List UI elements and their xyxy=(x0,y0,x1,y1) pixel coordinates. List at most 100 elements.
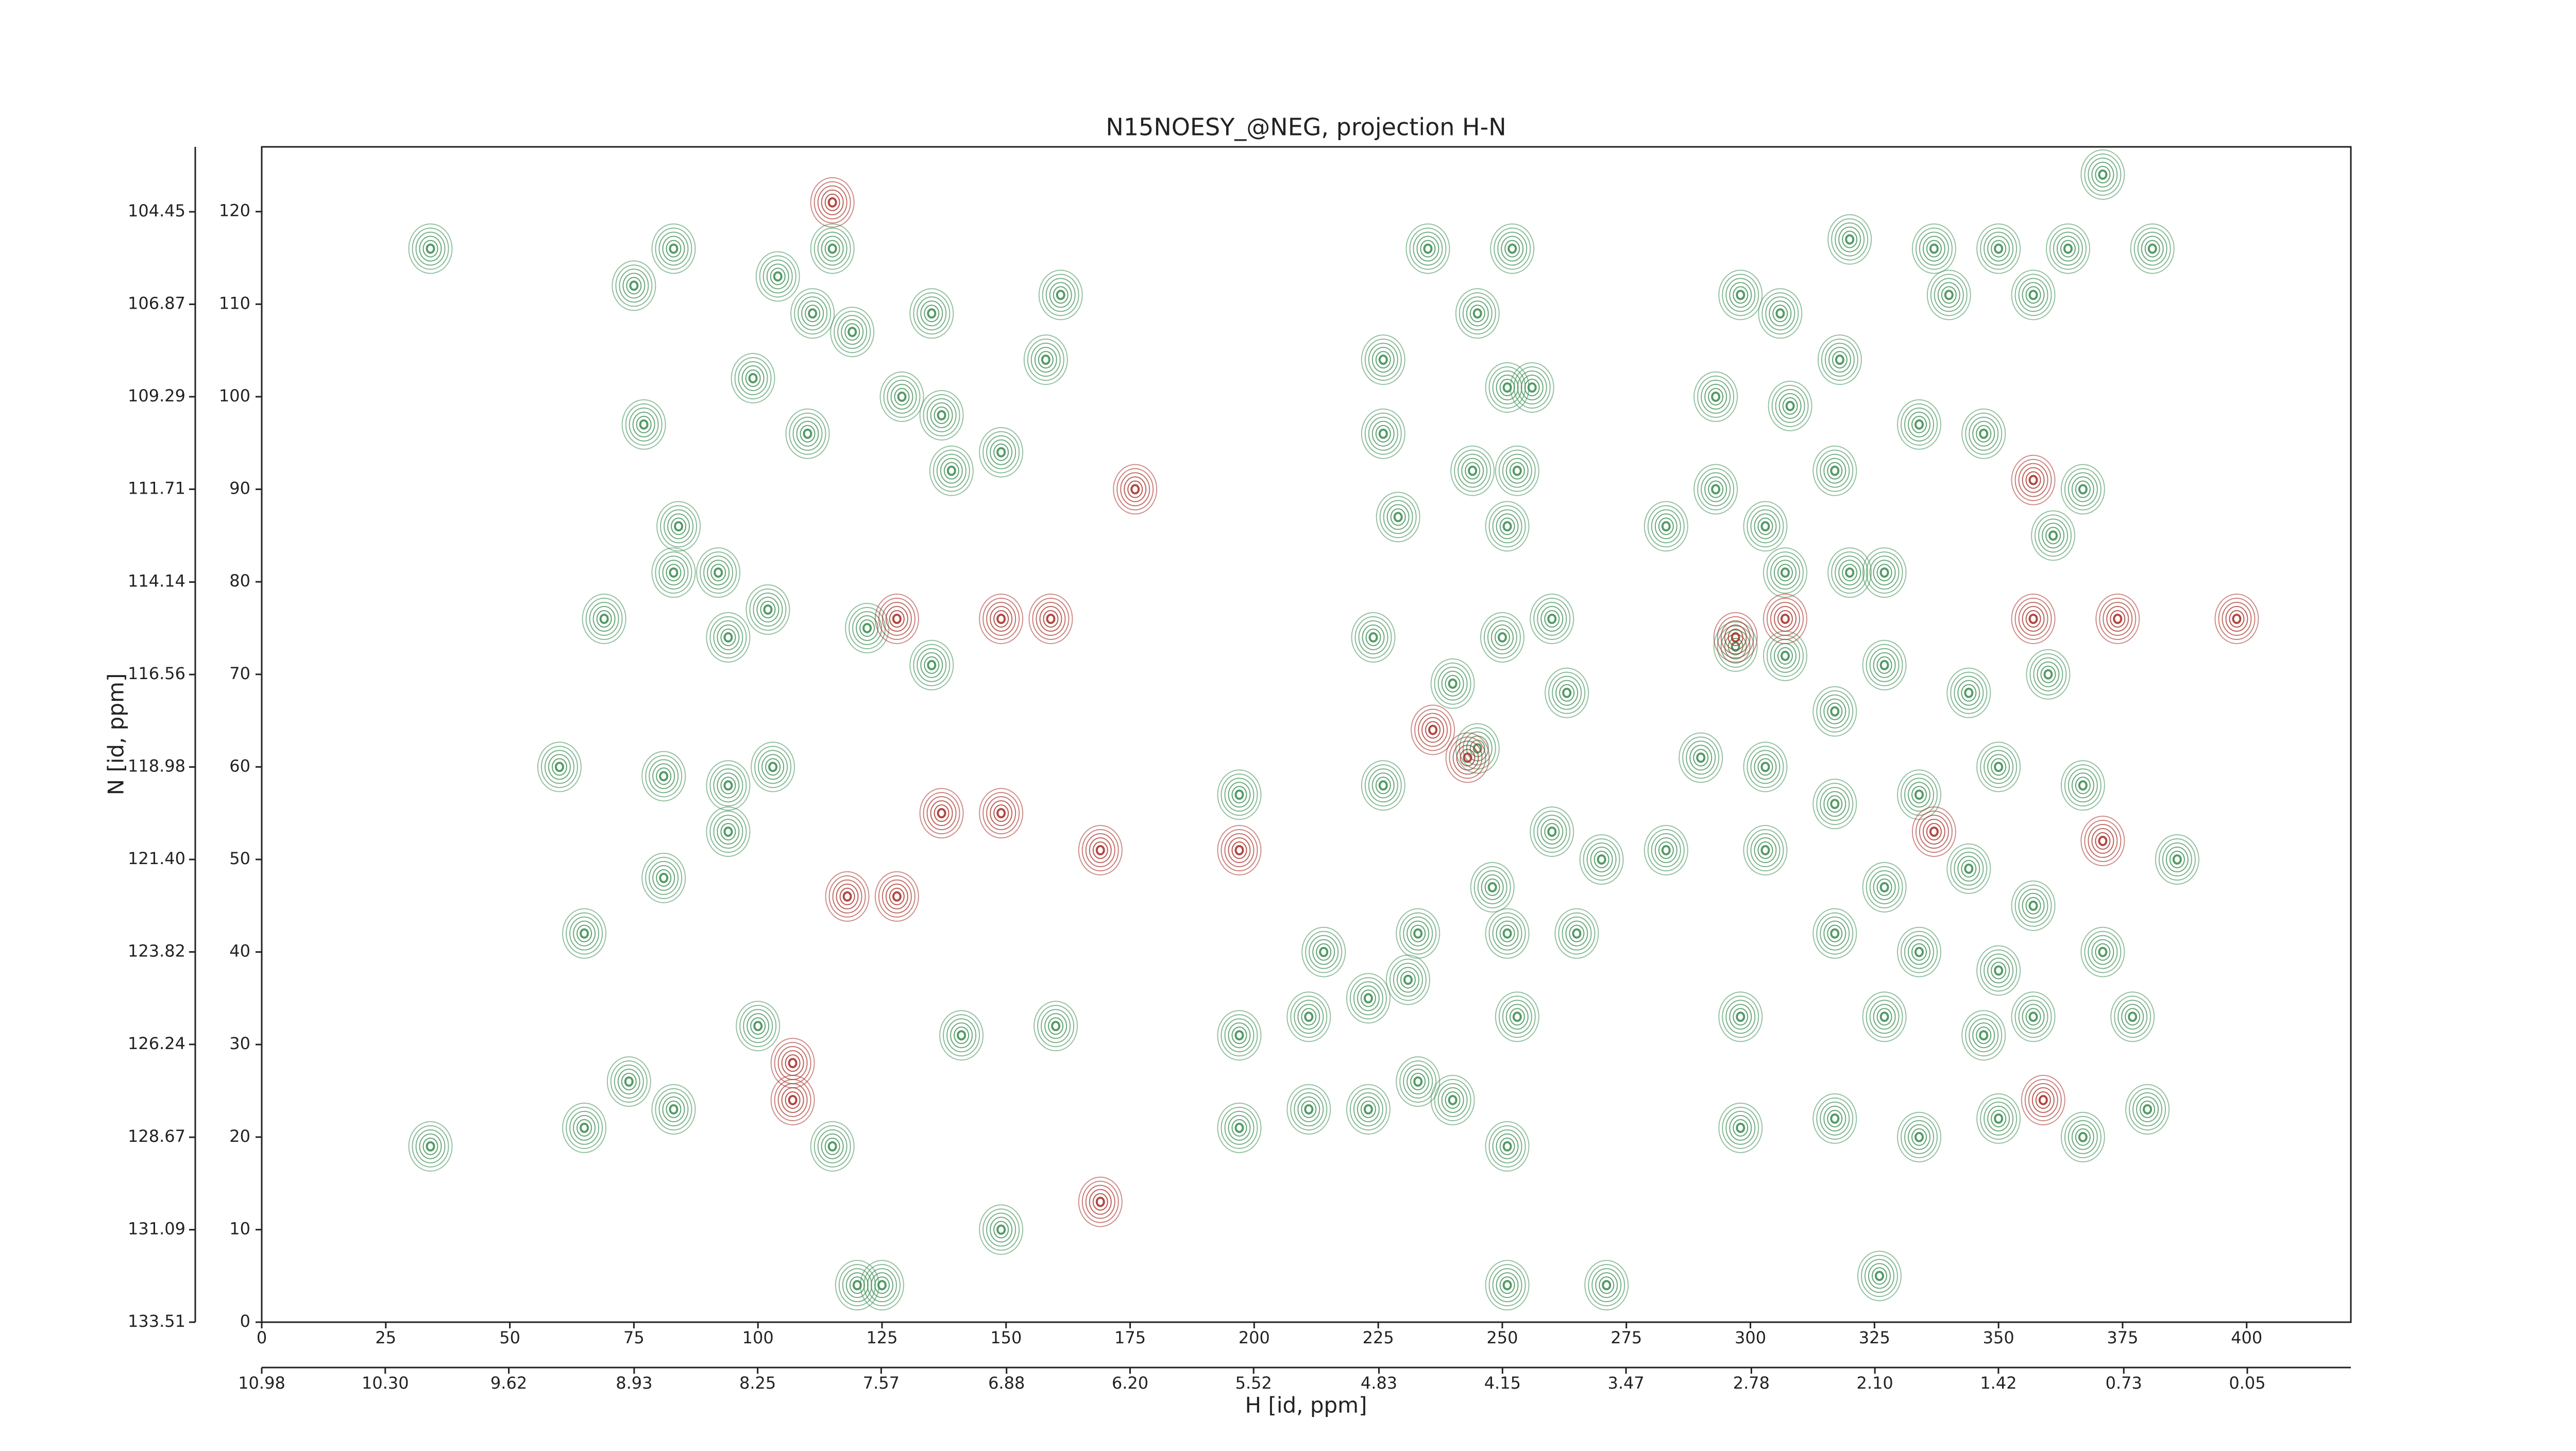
contour-ring xyxy=(1682,736,1720,779)
contour-ring xyxy=(720,777,736,795)
contour-ring xyxy=(723,632,733,643)
peak xyxy=(1405,223,1450,274)
peak xyxy=(2011,593,2056,644)
contour-ring xyxy=(2031,1087,2055,1113)
contour-ring xyxy=(774,1078,811,1121)
contour-ring xyxy=(1450,445,1495,496)
contour-ring xyxy=(1827,924,1843,942)
peak xyxy=(1445,732,1490,783)
contour-ring xyxy=(1400,971,1416,989)
contour-ring xyxy=(1946,667,1991,718)
contour-ring xyxy=(789,412,826,455)
peak xyxy=(706,806,751,857)
contour-ring xyxy=(1502,453,1532,488)
contour-ring xyxy=(2095,943,2111,961)
contour-ring xyxy=(2038,1094,2048,1105)
contour-ring xyxy=(1520,374,1544,400)
peak xyxy=(1743,501,1788,552)
y-axis-label: N [id, ppm] xyxy=(104,673,129,796)
contour-ring xyxy=(1361,334,1405,385)
contour-ring xyxy=(1827,547,1872,598)
contour-ring xyxy=(1234,1122,1244,1133)
contour-ring xyxy=(1403,1065,1433,1099)
peak xyxy=(845,602,890,653)
contour-ring xyxy=(2098,947,2108,957)
contour-ring xyxy=(655,227,692,270)
contour-ring xyxy=(2018,888,2048,923)
contour-ring xyxy=(1547,826,1557,837)
contour-ring xyxy=(913,292,951,335)
contour-ring xyxy=(426,1141,435,1152)
contour-ring xyxy=(1221,773,1258,816)
contour-ring xyxy=(2025,897,2041,915)
peak xyxy=(929,445,974,496)
contour-ring xyxy=(1501,235,1524,262)
contour-ring xyxy=(877,1280,887,1291)
contour-ring xyxy=(996,447,1006,458)
peak xyxy=(1286,1084,1331,1135)
contour-ring xyxy=(639,419,649,430)
contour-ring xyxy=(946,1018,977,1053)
contour-ring xyxy=(2028,290,2038,300)
contour-ring xyxy=(1980,949,2018,992)
contour-ring xyxy=(1089,837,1112,864)
peak xyxy=(810,1121,855,1172)
contour-ring xyxy=(1217,1102,1262,1153)
contour-ring xyxy=(629,407,659,442)
contour-ring xyxy=(781,1050,804,1076)
y2-tick-label: 133.51 xyxy=(128,1311,185,1331)
contour-ring xyxy=(1879,1011,1889,1022)
contour-ring xyxy=(2162,842,2192,876)
contour-ring xyxy=(1689,745,1713,771)
contour-ring xyxy=(1368,768,1398,803)
peak xyxy=(408,1121,453,1172)
contour-ring xyxy=(1349,977,1387,1020)
contour-ring xyxy=(1643,825,1688,876)
contour-ring xyxy=(1363,993,1373,1004)
peak xyxy=(1495,991,1539,1042)
contour-ring xyxy=(993,1221,1009,1239)
contour-ring xyxy=(1462,296,1493,331)
contour-ring xyxy=(1565,920,1588,947)
peak xyxy=(1430,658,1475,709)
contour-ring xyxy=(1304,1011,1314,1022)
peak xyxy=(1827,547,1872,598)
contour-ring xyxy=(2106,605,2129,632)
contour-ring xyxy=(810,223,855,274)
contour-ring xyxy=(632,411,655,437)
contour-ring xyxy=(2141,235,2164,262)
contour-ring xyxy=(946,465,956,476)
contour-ring xyxy=(1530,806,1574,857)
contour-ring xyxy=(1477,870,1507,904)
contour-ring xyxy=(1595,1272,1618,1298)
peak xyxy=(790,288,835,339)
contour-ring xyxy=(2060,464,2105,515)
contour-ring xyxy=(1594,850,1609,868)
contour-ring xyxy=(1980,746,2018,788)
contour-ring xyxy=(1490,223,1535,274)
contour-ring xyxy=(1423,243,1433,254)
contour-ring xyxy=(852,611,883,645)
contour-ring xyxy=(982,1208,1020,1251)
peak xyxy=(1554,908,1599,959)
contour-ring xyxy=(1449,736,1486,779)
contour-ring xyxy=(1780,650,1790,661)
peak xyxy=(641,852,686,903)
contour-ring xyxy=(1409,227,1447,270)
contour-ring xyxy=(1428,724,1438,735)
contour-ring xyxy=(669,243,679,254)
contour-ring xyxy=(2014,996,2052,1038)
x-tick-label: 75 xyxy=(623,1328,645,1347)
contour-ring xyxy=(870,1272,893,1298)
contour-ring xyxy=(1228,1115,1251,1141)
y2-tick-label: 121.40 xyxy=(128,849,185,868)
contour-ring xyxy=(937,808,946,819)
contour-ring xyxy=(1842,564,1858,582)
contour-ring xyxy=(1456,745,1479,771)
x2-tick-label: 0.05 xyxy=(2229,1373,2265,1393)
contour-ring xyxy=(2229,610,2245,628)
y2-tick-label: 106.87 xyxy=(128,294,185,313)
contour-ring xyxy=(796,420,819,447)
peak xyxy=(2011,269,2056,320)
peak xyxy=(770,1074,815,1125)
